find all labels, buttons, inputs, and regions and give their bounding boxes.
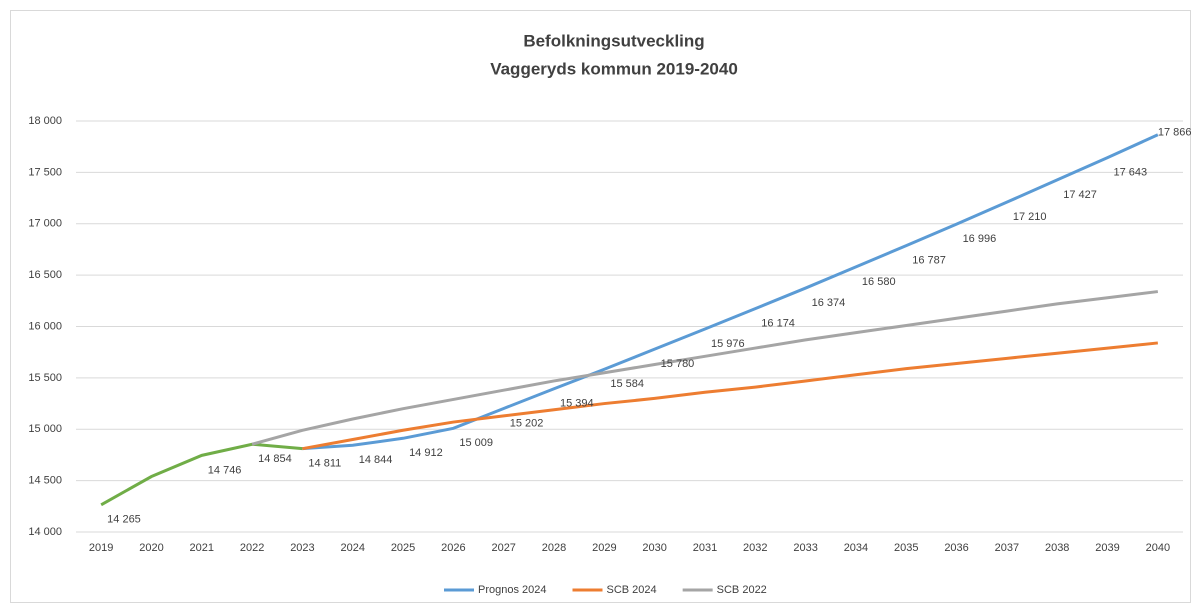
data-label: 14 265 xyxy=(107,514,141,526)
x-tick-label: 2022 xyxy=(240,542,264,554)
x-tick-label: 2020 xyxy=(139,542,163,554)
x-tick-label: 2023 xyxy=(290,542,314,554)
line-series xyxy=(100,442,303,507)
x-tick-label: 2028 xyxy=(542,542,566,554)
x-tick-label: 2032 xyxy=(743,542,767,554)
data-label: 14 844 xyxy=(359,454,393,466)
y-tick-label: 18 000 xyxy=(28,115,62,127)
data-label: 17 643 xyxy=(1114,167,1148,179)
x-tick-label: 2019 xyxy=(89,542,113,554)
line-series xyxy=(302,133,1159,451)
data-label: 16 996 xyxy=(963,233,997,245)
y-tick-label: 17 000 xyxy=(28,218,62,230)
data-label: 17 210 xyxy=(1013,211,1047,223)
x-tick-label: 2035 xyxy=(894,542,918,554)
legend-label: SCB 2022 xyxy=(717,584,767,596)
x-tick-label: 2029 xyxy=(592,542,616,554)
x-tick-label: 2039 xyxy=(1095,542,1119,554)
line-series xyxy=(302,341,1158,451)
x-tick-label: 2025 xyxy=(391,542,415,554)
data-label: 15 584 xyxy=(610,378,644,390)
x-tick-label: 2021 xyxy=(190,542,214,554)
chart-title: Befolkningsutveckling xyxy=(523,31,704,50)
legend-label: Prognos 2024 xyxy=(478,584,547,596)
data-label: 14 746 xyxy=(208,464,242,476)
legend-label: SCB 2024 xyxy=(607,584,657,596)
x-tick-label: 2036 xyxy=(944,542,968,554)
data-label: 16 580 xyxy=(862,276,896,288)
data-label: 15 394 xyxy=(560,398,594,410)
x-tick-label: 2031 xyxy=(693,542,717,554)
y-tick-label: 15 500 xyxy=(28,372,62,384)
x-tick-label: 2037 xyxy=(995,542,1019,554)
data-label: 15 780 xyxy=(661,358,695,370)
data-label: 15 202 xyxy=(510,417,544,429)
x-tick-label: 2030 xyxy=(642,542,666,554)
x-tick-label: 2033 xyxy=(793,542,817,554)
x-tick-label: 2027 xyxy=(491,542,515,554)
data-label: 14 854 xyxy=(258,453,292,465)
data-label: 17 866 xyxy=(1158,127,1192,139)
x-tick-label: 2040 xyxy=(1146,542,1170,554)
chart-border xyxy=(10,10,1191,603)
data-label: 14 811 xyxy=(308,458,341,470)
data-label: 14 912 xyxy=(409,447,443,459)
x-tick-label: 2038 xyxy=(1045,542,1069,554)
chart-subtitle: Vaggeryds kommun 2019-2040 xyxy=(490,59,738,78)
y-tick-label: 16 500 xyxy=(28,269,62,281)
x-tick-label: 2024 xyxy=(341,542,365,554)
x-tick-label: 2026 xyxy=(441,542,465,554)
y-tick-label: 17 500 xyxy=(28,166,62,178)
data-label: 16 787 xyxy=(912,255,946,267)
y-tick-label: 15 000 xyxy=(28,423,62,435)
data-label: 15 009 xyxy=(459,437,493,449)
data-label: 17 427 xyxy=(1063,189,1097,201)
data-label: 16 174 xyxy=(761,318,795,330)
y-tick-label: 16 000 xyxy=(28,320,62,332)
line-series xyxy=(251,290,1159,446)
y-tick-label: 14 500 xyxy=(28,475,62,487)
data-label: 16 374 xyxy=(812,297,846,309)
data-label: 15 976 xyxy=(711,338,745,350)
x-tick-label: 2034 xyxy=(844,542,868,554)
y-tick-label: 14 000 xyxy=(28,526,62,538)
